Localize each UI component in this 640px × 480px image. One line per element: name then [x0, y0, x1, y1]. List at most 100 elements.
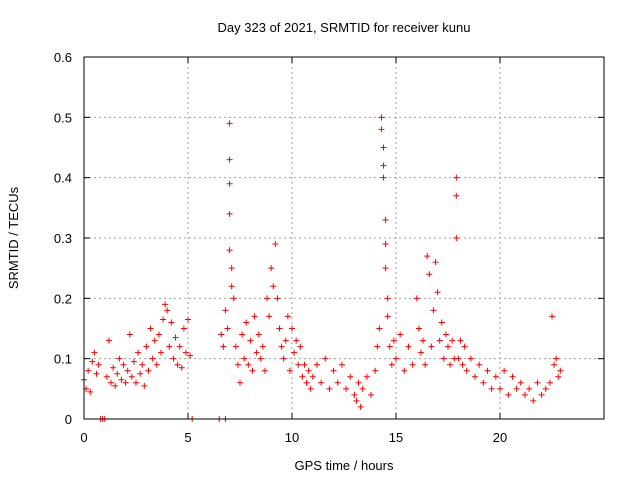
data-point [280, 355, 287, 362]
data-point [149, 355, 156, 362]
data-point [89, 358, 96, 365]
data-point [108, 379, 115, 386]
data-point [420, 337, 427, 344]
data-point [351, 391, 358, 398]
data-point [378, 114, 385, 121]
data-point [95, 361, 102, 368]
data-point [442, 331, 449, 338]
data-point [93, 370, 100, 377]
data-point [386, 343, 393, 350]
data-point [480, 379, 487, 386]
data-point [326, 385, 333, 392]
data-point [353, 397, 360, 404]
y-tick-label: 0.5 [54, 110, 72, 125]
data-points [81, 114, 564, 422]
data-point [409, 361, 416, 368]
data-point [270, 283, 277, 290]
data-point [472, 373, 479, 380]
data-point [380, 174, 387, 181]
data-point [417, 349, 424, 356]
data-point [334, 379, 341, 386]
y-tick-label: 0.3 [54, 231, 72, 246]
data-point [397, 331, 404, 338]
data-point [530, 397, 537, 404]
data-point [282, 337, 289, 344]
data-point [172, 334, 179, 341]
data-point [445, 343, 451, 350]
plot-area-frame [83, 56, 605, 420]
data-point [255, 331, 262, 338]
data-point [509, 373, 516, 380]
data-point [428, 343, 435, 350]
data-point [239, 331, 246, 338]
data-point [151, 337, 158, 344]
data-point [157, 349, 164, 356]
data-point [160, 316, 167, 323]
data-point [85, 367, 92, 374]
data-point [114, 370, 121, 377]
data-point [286, 367, 293, 374]
data-point [301, 361, 308, 368]
data-point [105, 337, 112, 344]
data-point [538, 391, 545, 398]
data-point [434, 289, 441, 296]
data-point [110, 364, 117, 371]
data-point [453, 235, 460, 241]
data-point [226, 210, 233, 217]
data-point [415, 325, 422, 332]
data-point [447, 361, 454, 368]
data-point [122, 379, 129, 386]
data-point [259, 343, 266, 350]
x-tick-label: 5 [184, 430, 191, 445]
data-point [492, 373, 499, 380]
data-point [228, 283, 235, 290]
data-point [291, 349, 298, 356]
data-point [293, 337, 300, 344]
data-point [307, 385, 314, 392]
data-point [226, 120, 233, 127]
data-point [459, 361, 466, 368]
data-point [401, 367, 408, 374]
data-point [388, 361, 395, 368]
data-point [347, 373, 354, 380]
data-point [463, 367, 470, 374]
data-point [303, 379, 310, 386]
data-point [461, 343, 468, 350]
data-point [313, 361, 320, 368]
data-point [372, 367, 379, 374]
data-point [297, 343, 304, 350]
data-point [162, 301, 169, 308]
x-tick-label: 10 [285, 430, 299, 445]
x-axis-label: GPS time / hours [295, 458, 394, 473]
data-point [438, 319, 445, 326]
data-point [124, 367, 131, 374]
data-point [264, 295, 271, 302]
data-point [103, 373, 110, 380]
data-point [226, 156, 233, 163]
data-point [118, 376, 125, 383]
data-point [440, 355, 447, 362]
data-point [426, 271, 433, 278]
data-point [374, 343, 381, 350]
data-point [453, 192, 460, 199]
data-point [305, 367, 312, 374]
data-point [289, 325, 295, 332]
y-axis-label: SRMTID / TECUs [6, 186, 21, 289]
y-tick-label: 0.1 [54, 352, 72, 367]
data-point [257, 355, 264, 362]
data-point [453, 174, 460, 181]
data-point [432, 259, 439, 266]
data-point [253, 349, 260, 356]
data-point [234, 361, 241, 368]
data-point [359, 385, 366, 392]
data-point [145, 367, 152, 374]
data-point [180, 325, 187, 332]
data-point [251, 313, 258, 320]
data-point [170, 355, 177, 362]
data-point [168, 319, 175, 326]
data-point [112, 382, 119, 389]
data-point [174, 361, 181, 368]
data-point [178, 364, 185, 371]
data-point [274, 295, 281, 302]
